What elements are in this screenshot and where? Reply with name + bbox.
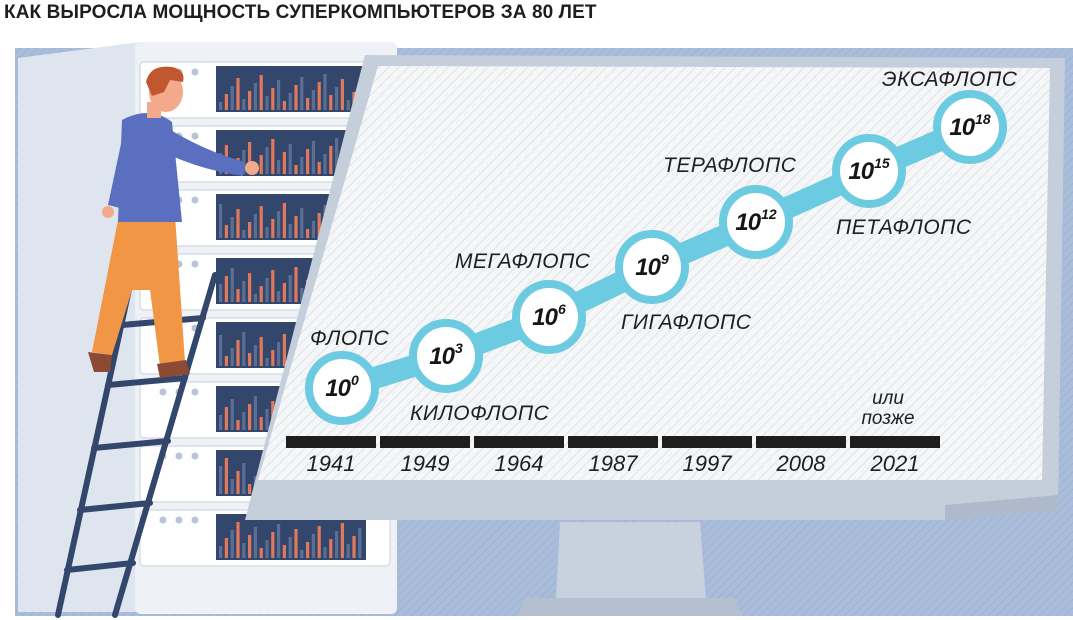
milestone-power: 1012: [721, 206, 791, 237]
milestone-nodes: [305, 90, 1007, 425]
power-exponent: 6: [557, 301, 566, 317]
power-base: 10: [429, 343, 455, 370]
milestone-label: ЭКСАФЛОПС: [882, 68, 1018, 91]
server-unit: [139, 509, 391, 567]
timeline: [286, 436, 940, 448]
power-exponent: 15: [874, 155, 890, 171]
milestone-power: 100: [307, 372, 377, 403]
milestone-node: [615, 230, 689, 304]
milestone-node: [832, 134, 906, 208]
year-label: 1987: [588, 451, 638, 476]
monitor-stand: [518, 522, 742, 616]
power-base: 10: [635, 254, 661, 281]
indicator-light: [191, 260, 199, 268]
power-base: 10: [848, 158, 874, 185]
indicator-light: [191, 132, 199, 140]
indicator-light: [159, 388, 167, 396]
milestone-power: 106: [514, 301, 584, 332]
timeline-segment: [474, 436, 564, 448]
server-unit: [139, 61, 391, 119]
milestone-power: 1015: [834, 155, 904, 186]
year-label: 2008: [776, 451, 826, 476]
indicator-light: [175, 516, 183, 524]
indicator-light: [191, 516, 199, 524]
power-exponent: 0: [350, 372, 359, 388]
milestone-node: [933, 90, 1007, 164]
power-base: 10: [735, 209, 761, 236]
milestone-label: ПЕТАФЛОПС: [836, 216, 972, 239]
power-exponent: 9: [660, 251, 669, 267]
timeline-segment: [756, 436, 846, 448]
last-year-note-line: позже: [861, 408, 915, 429]
milestone-label: МЕГАФЛОПС: [455, 250, 591, 273]
year-label: 2021: [870, 451, 920, 476]
person-illustration: [55, 66, 259, 618]
year-label: 1941: [306, 451, 356, 476]
power-base: 10: [949, 114, 975, 141]
milestone-label: КИЛОФЛОПС: [410, 402, 550, 425]
power-exponent: 3: [454, 340, 463, 356]
milestone-label: ТЕРАФЛОПС: [663, 154, 797, 177]
year-label: 1964: [494, 451, 544, 476]
timeline-segment: [850, 436, 940, 448]
last-year-note: или позже: [843, 389, 933, 429]
year-label: 1949: [400, 451, 450, 476]
indicator-light: [159, 516, 167, 524]
timeline-segment: [568, 436, 658, 448]
indicator-light: [191, 68, 199, 76]
milestone-label: ГИГАФЛОПС: [621, 311, 752, 334]
timeline-segment: [380, 436, 470, 448]
last-year-note-line: или: [872, 388, 904, 409]
year-label: 1997: [682, 451, 732, 476]
power-base: 10: [325, 375, 351, 402]
milestone-node: [719, 185, 793, 259]
indicator-light: [191, 196, 199, 204]
power-exponent: 18: [975, 111, 991, 127]
indicator-light: [175, 452, 183, 460]
milestone-power: 1018: [935, 111, 1005, 142]
milestone-label: ФЛОПС: [310, 327, 390, 350]
page-title: КАК ВЫРОСЛА МОЩНОСТЬ СУПЕРКОМПЬЮТЕРОВ ЗА…: [4, 2, 597, 23]
milestone-power: 109: [617, 251, 687, 282]
timeline-segment: [662, 436, 752, 448]
milestone-power: 103: [411, 340, 481, 371]
power-base: 10: [532, 304, 558, 331]
timeline-segment: [286, 436, 376, 448]
milestone-node: [409, 319, 483, 393]
milestone-node: [512, 280, 586, 354]
indicator-light: [191, 452, 199, 460]
power-exponent: 12: [761, 206, 777, 222]
indicator-light: [191, 388, 199, 396]
milestone-node: [305, 351, 379, 425]
